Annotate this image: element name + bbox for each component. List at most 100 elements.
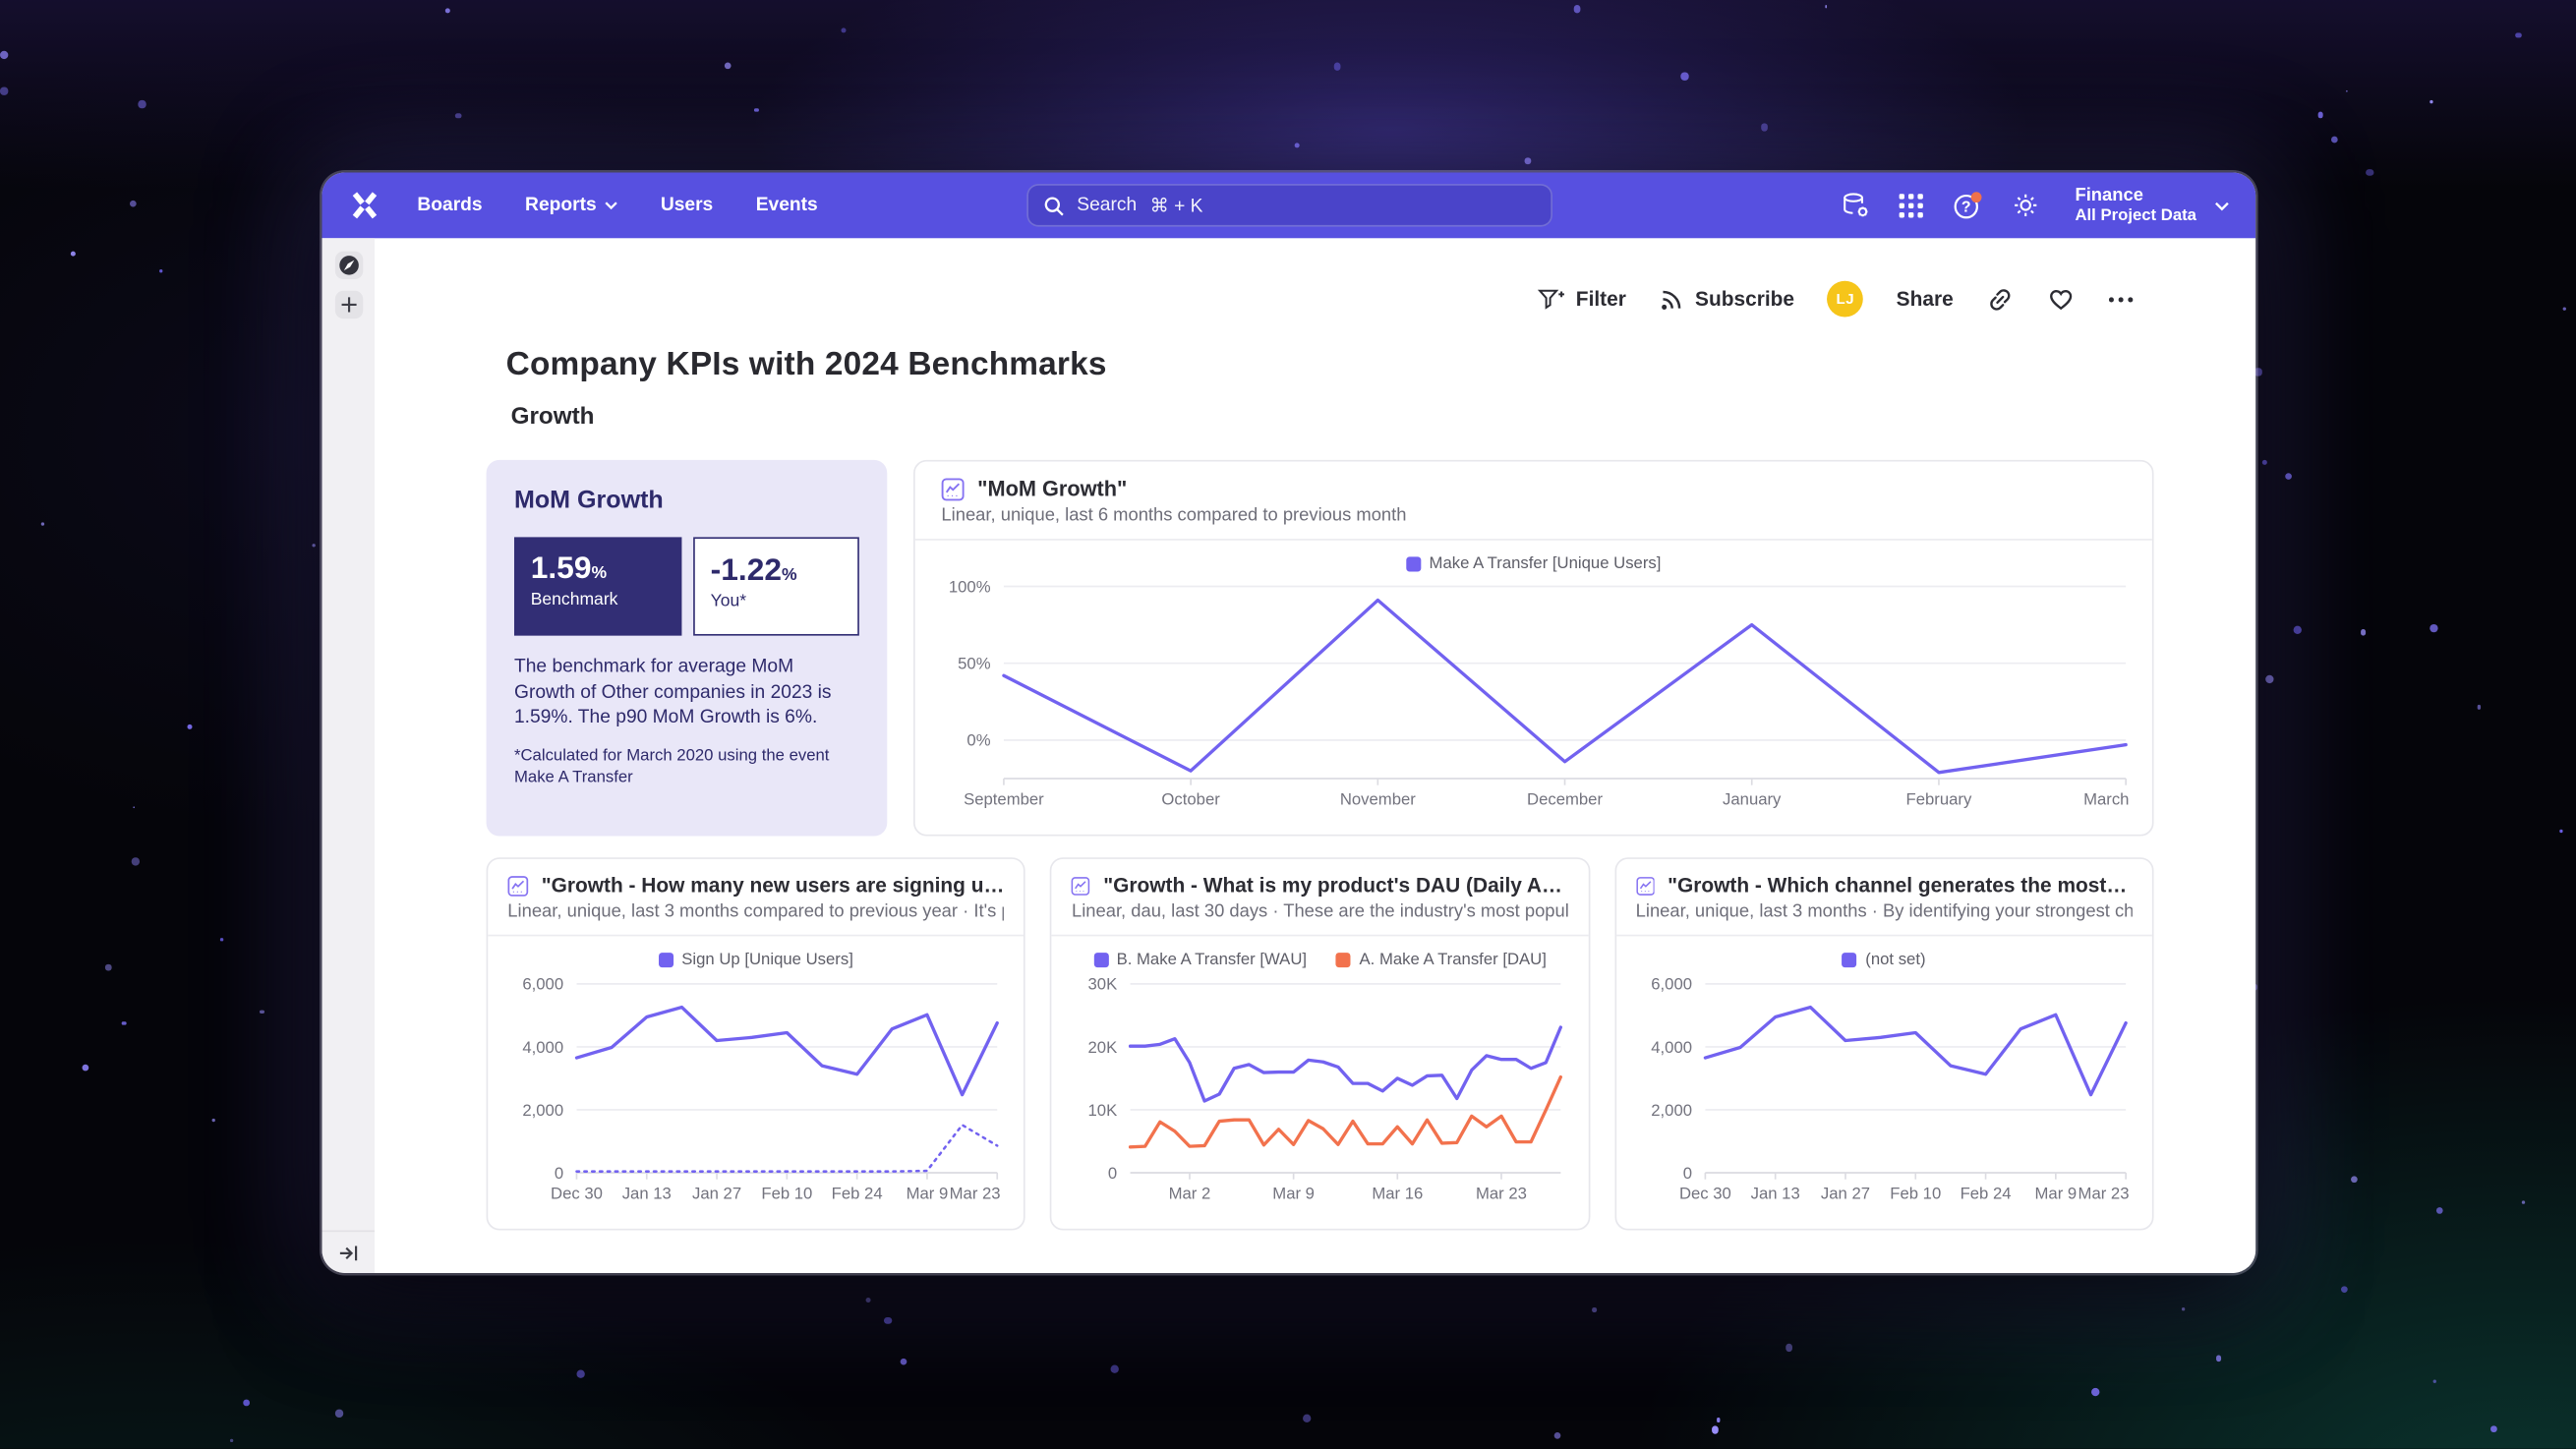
svg-text:Mar 16: Mar 16 xyxy=(1373,1185,1424,1203)
chart-title[interactable]: "Growth - What is my product's DAU (Dail… xyxy=(1103,873,1568,898)
svg-text:100%: 100% xyxy=(949,577,991,596)
chart-legend: Make A Transfer [Unique Users] xyxy=(915,555,2152,573)
svg-text:20K: 20K xyxy=(1088,1038,1118,1057)
you-label: You* xyxy=(710,591,747,611)
line-chart-plot[interactable]: 100% 50% 0% September October November Decembe… xyxy=(938,577,2136,822)
chart-subtitle: Linear, unique, last 6 months compared t… xyxy=(941,505,1407,526)
legend-swatch xyxy=(1093,953,1109,968)
legend-swatch xyxy=(1842,953,1857,968)
nav-item-reports[interactable]: Reports xyxy=(525,196,617,215)
chart-card-mom-growth[interactable]: "MoM Growth" Linear, unique, last 6 mont… xyxy=(913,459,2154,837)
chart-card-channels[interactable]: "Growth - Which channel generates the mo… xyxy=(1613,857,2154,1231)
nav-item-events[interactable]: Events xyxy=(756,196,818,215)
benchmark-unit: % xyxy=(591,563,608,584)
search-placeholder: Search xyxy=(1077,195,1138,215)
subscribe-button[interactable]: Subscribe xyxy=(1659,286,1794,313)
search-icon xyxy=(1043,196,1063,215)
svg-text:September: September xyxy=(964,790,1044,809)
svg-text:December: December xyxy=(1527,790,1603,809)
chart-title[interactable]: "Growth - Which channel generates the mo… xyxy=(1668,873,2133,898)
line-chart-icon xyxy=(507,875,529,896)
svg-text:?: ? xyxy=(1961,199,1971,215)
share-label: Share xyxy=(1896,287,1954,311)
mixpanel-logo-icon[interactable] xyxy=(348,189,381,221)
line-chart-plot[interactable]: 6,000 4,000 2,000 0 Dec 30 Jan 13 Jan 27 Feb 10… xyxy=(511,975,1008,1215)
filter-button[interactable]: Filter xyxy=(1538,287,1626,312)
line-chart-plot[interactable]: 30K 20K 10K 0 Mar 2 Mar 9 Mar 16 Mar 23 xyxy=(1075,975,1571,1215)
svg-text:0: 0 xyxy=(1108,1164,1117,1183)
benchmark-card[interactable]: MoM Growth 1.59% Benchmark -1.22% You* xyxy=(486,459,888,837)
left-sidebar xyxy=(322,238,375,1273)
svg-text:Mar 9: Mar 9 xyxy=(2034,1185,2077,1203)
notification-dot xyxy=(1970,191,1982,203)
apps-grid-icon[interactable] xyxy=(1899,193,1924,217)
svg-text:2,000: 2,000 xyxy=(1651,1101,1692,1120)
chart-card-header: "Growth - Which channel generates the mo… xyxy=(1615,859,2152,937)
data-management-icon[interactable] xyxy=(1841,191,1872,220)
app-window: Boards Reports Users Events Search ⌘ + K xyxy=(322,172,2256,1273)
chart-card-signups[interactable]: "Growth - How many new users are signing… xyxy=(486,857,1026,1231)
you-value: -1.22 xyxy=(710,553,783,589)
copy-link-button[interactable] xyxy=(1986,285,2014,313)
svg-text:February: February xyxy=(1906,790,1972,809)
svg-text:30K: 30K xyxy=(1088,975,1118,994)
svg-text:Mar 9: Mar 9 xyxy=(1273,1185,1316,1203)
svg-text:2,000: 2,000 xyxy=(522,1101,563,1120)
svg-text:Feb 24: Feb 24 xyxy=(1960,1185,2011,1203)
chart-subtitle: Linear, unique, last 3 months · By ident… xyxy=(1635,901,2133,922)
svg-text:0: 0 xyxy=(1682,1164,1691,1183)
svg-text:March: March xyxy=(2083,790,2129,809)
legend-item[interactable]: B. Make A Transfer [WAU] xyxy=(1093,951,1307,969)
svg-text:Dec 30: Dec 30 xyxy=(551,1185,603,1203)
line-chart-icon xyxy=(1072,876,1090,895)
svg-text:Jan 27: Jan 27 xyxy=(1820,1185,1869,1203)
legend-swatch xyxy=(1406,556,1422,572)
compass-button[interactable] xyxy=(334,251,363,280)
nav-item-boards-label: Boards xyxy=(417,195,483,215)
plus-icon xyxy=(340,297,356,313)
nav-item-users[interactable]: Users xyxy=(661,196,713,215)
settings-gear-icon[interactable] xyxy=(2011,191,2040,220)
add-board-button[interactable] xyxy=(334,290,363,319)
search-input[interactable]: Search ⌘ + K xyxy=(1025,184,1552,227)
section-heading: Growth xyxy=(510,404,595,431)
benchmark-value-box: 1.59% Benchmark xyxy=(513,537,681,636)
svg-text:6,000: 6,000 xyxy=(522,975,563,994)
nav-item-boards[interactable]: Boards xyxy=(417,196,482,215)
legend-item[interactable]: Make A Transfer [Unique Users] xyxy=(1406,555,1661,573)
svg-text:January: January xyxy=(1723,790,1782,809)
benchmark-footnote: *Calculated for March 2020 using the eve… xyxy=(513,746,830,786)
link-icon xyxy=(1990,288,2011,310)
project-switcher[interactable]: Finance All Project Data xyxy=(2075,185,2229,226)
svg-text:50%: 50% xyxy=(958,655,991,673)
share-button[interactable]: Share xyxy=(1897,287,1954,310)
chart-title[interactable]: "MoM Growth" xyxy=(977,476,1128,501)
chart-title[interactable]: "Growth - How many new users are signing… xyxy=(541,873,1005,898)
ellipsis-icon xyxy=(2108,296,2134,302)
help-icon[interactable]: ? xyxy=(1952,190,1983,221)
svg-text:Mar 23: Mar 23 xyxy=(1477,1185,1528,1203)
svg-text:November: November xyxy=(1340,790,1416,809)
chart-card-dau[interactable]: "Growth - What is my product's DAU (Dail… xyxy=(1050,857,1590,1231)
legend-item[interactable]: Sign Up [Unique Users] xyxy=(658,951,853,969)
more-options-button[interactable] xyxy=(2108,295,2135,303)
favorite-button[interactable] xyxy=(2047,286,2075,313)
chart-subtitle: Linear, dau, last 30 days · These are th… xyxy=(1071,901,1569,922)
nav-right-cluster: ? Finance All Project Data xyxy=(1841,185,2230,226)
svg-text:October: October xyxy=(1161,790,1220,809)
chart-legend: Sign Up [Unique Users] xyxy=(488,951,1024,969)
svg-text:4,000: 4,000 xyxy=(1651,1038,1692,1057)
svg-text:Feb 10: Feb 10 xyxy=(761,1185,812,1203)
line-chart-plot[interactable]: 6,000 4,000 2,000 0 Dec 30 Jan 13 Jan 27 Feb 10… xyxy=(1639,975,2136,1215)
chevron-down-icon xyxy=(2215,202,2229,210)
legend-item[interactable]: A. Make A Transfer [DAU] xyxy=(1336,951,1547,969)
svg-text:6,000: 6,000 xyxy=(1651,975,1692,994)
legend-item[interactable]: (not set) xyxy=(1842,951,1926,969)
collapse-sidebar-button[interactable] xyxy=(322,1230,375,1273)
svg-text:10K: 10K xyxy=(1088,1101,1118,1120)
avatar[interactable]: LJ xyxy=(1827,280,1864,318)
chart-card-header: "Growth - How many new users are signing… xyxy=(488,859,1025,937)
you-unit: % xyxy=(782,564,797,585)
svg-text:0%: 0% xyxy=(966,731,990,750)
nav-item-reports-label: Reports xyxy=(525,195,597,215)
